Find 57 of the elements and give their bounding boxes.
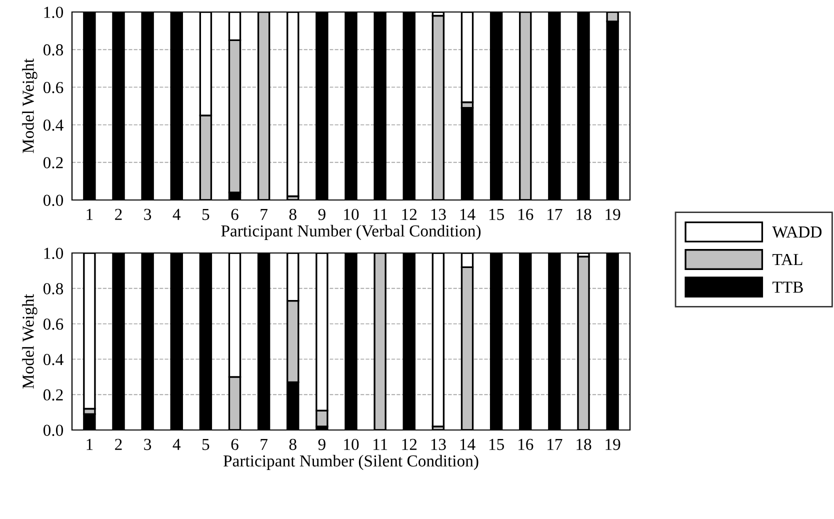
y-axis-title: Model Weight: [22, 294, 38, 389]
y-tick-label: 1.0: [44, 248, 64, 260]
x-axis-title: Participant Number (Silent Condition): [223, 454, 478, 470]
y-tick-label: 1.0: [44, 6, 64, 18]
x-tick-label: 6: [231, 438, 238, 450]
x-tick-label: 12: [402, 208, 417, 220]
x-tick-label: 16: [518, 438, 534, 450]
x-tick-label: 14: [460, 438, 476, 450]
x-tick-label: 4: [172, 438, 181, 450]
y-tick-label: 0.2: [43, 157, 63, 168]
y-axis-title: Model Weight: [22, 58, 38, 154]
x-tick-label: 14: [460, 208, 476, 220]
y-tick-label: 0.4: [43, 354, 64, 366]
y-tick-label: 0.0: [43, 194, 64, 206]
x-tick-label: 15: [489, 438, 504, 450]
x-tick-label: 2: [115, 208, 122, 220]
x-tick-label: 2: [115, 438, 122, 450]
x-tick-label: 5: [202, 438, 210, 450]
x-axis-title: Participant Number (Verbal Condition): [221, 224, 481, 240]
x-tick-label: 12: [402, 438, 417, 450]
y-tick-label: 0.4: [43, 120, 64, 131]
x-tick-label: 1: [86, 208, 93, 220]
x-tick-label: 18: [576, 438, 592, 450]
legend-label: WADD: [772, 226, 822, 238]
x-tick-label: 8: [289, 208, 296, 220]
x-tick-label: 4: [172, 208, 181, 220]
x-tick-label: 10: [344, 438, 359, 450]
y-tick-label: 0.8: [43, 283, 64, 294]
x-tick-label: 15: [489, 208, 504, 220]
x-tick-label: 13: [431, 438, 446, 450]
x-tick-label: 19: [606, 438, 620, 450]
x-tick-label: 11: [374, 208, 388, 220]
y-tick-label: 0.6: [43, 318, 64, 330]
x-tick-label: 11: [374, 438, 388, 450]
x-tick-label: 13: [431, 208, 446, 220]
x-tick-label: 19: [606, 208, 620, 220]
x-tick-label: 3: [144, 208, 152, 220]
y-tick-label: 0.6: [43, 82, 64, 94]
y-tick-label: 0.8: [43, 44, 64, 56]
x-tick-label: 6: [231, 208, 238, 220]
x-tick-label: 1: [86, 438, 93, 450]
x-tick-label: 8: [289, 438, 296, 450]
y-tick-label: 0.0: [43, 424, 64, 436]
x-tick-label: 7: [260, 208, 268, 220]
legend-label: TTB: [772, 282, 803, 293]
x-tick-label: 10: [344, 208, 359, 220]
x-tick-label: 9: [318, 438, 326, 450]
x-tick-label: 9: [318, 208, 326, 220]
x-tick-label: 18: [576, 208, 592, 220]
x-tick-label: 7: [260, 438, 268, 450]
x-tick-label: 17: [548, 208, 562, 220]
x-tick-label: 3: [144, 438, 152, 450]
x-tick-label: 16: [518, 208, 534, 220]
legend-label: TAL: [772, 254, 802, 266]
y-tick-label: 0.2: [43, 389, 63, 401]
x-tick-label: 17: [548, 438, 562, 450]
x-tick-label: 5: [202, 208, 210, 220]
